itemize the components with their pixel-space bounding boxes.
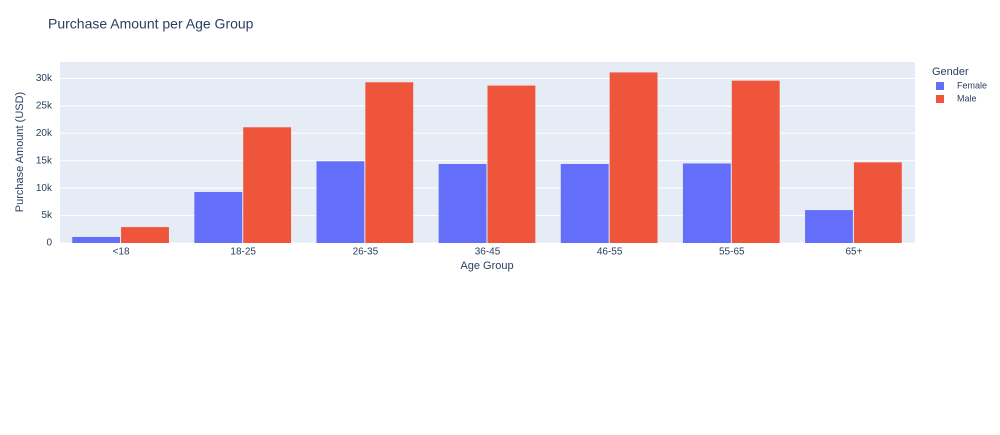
bar <box>121 227 169 243</box>
bar <box>487 85 536 244</box>
y-tick-label: 30k <box>36 73 53 84</box>
bar <box>72 236 121 243</box>
x-tick-label: 55-65 <box>719 247 745 258</box>
bar <box>853 162 902 243</box>
y-tick-label: 0 <box>46 238 52 249</box>
x-tick-label: 36-45 <box>475 247 501 258</box>
bar <box>805 210 853 243</box>
bar <box>731 80 780 243</box>
bar <box>194 191 243 243</box>
legend-swatch <box>936 95 944 103</box>
legend-title: Gender <box>932 66 969 78</box>
bar <box>316 161 365 243</box>
legend-swatch <box>936 82 944 90</box>
x-tick-label: 18-25 <box>230 247 256 258</box>
y-tick-label: 20k <box>36 128 53 139</box>
bar <box>560 164 609 243</box>
y-tick-label: 5k <box>41 210 53 221</box>
bar <box>438 164 487 243</box>
y-tick-label: 25k <box>36 101 53 112</box>
x-tick-label: 26-35 <box>353 247 379 258</box>
chart-title: Purchase Amount per Age Group <box>48 16 254 32</box>
bar <box>365 82 414 243</box>
legend-label: Female <box>957 80 987 90</box>
y-axis-title: Purchase Amount (USD) <box>14 92 26 212</box>
x-tick-label: 65+ <box>845 247 862 258</box>
y-tick-label: 10k <box>36 183 53 194</box>
bar <box>243 127 292 243</box>
x-tick-label: <18 <box>113 247 130 258</box>
x-tick-label: 46-55 <box>597 247 623 258</box>
x-axis-title: Age Group <box>460 260 513 272</box>
bar <box>609 72 658 244</box>
bar <box>682 163 731 243</box>
legend-label: Male <box>957 93 977 103</box>
y-tick-label: 15k <box>36 155 53 166</box>
